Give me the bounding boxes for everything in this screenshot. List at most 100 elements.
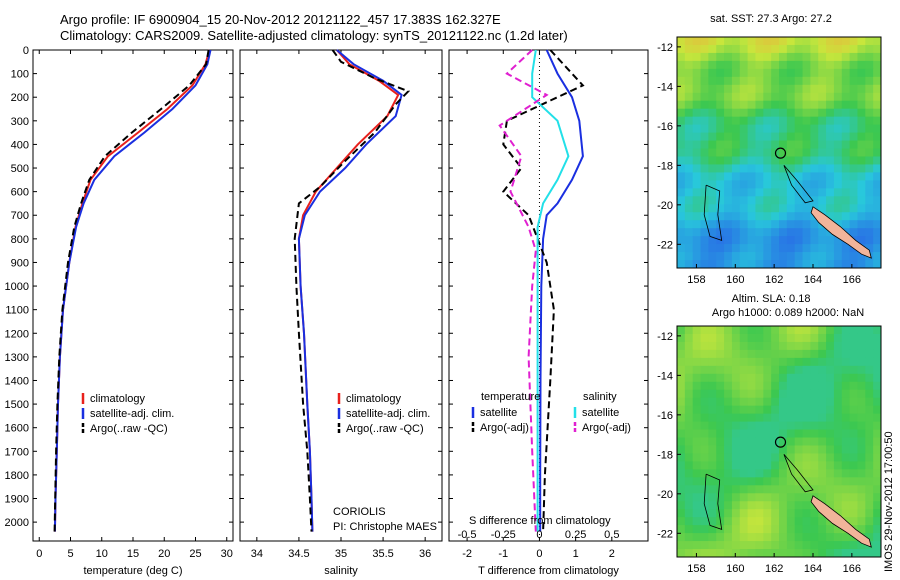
map-cell xyxy=(724,541,733,550)
map-cell xyxy=(849,212,858,221)
map-cell xyxy=(739,461,749,470)
map-cell xyxy=(763,413,772,423)
map-cell xyxy=(802,453,811,462)
map-cell xyxy=(731,84,741,94)
map-y-tick-label: -16 xyxy=(657,121,673,133)
map-cell xyxy=(724,429,733,439)
map-cell xyxy=(771,461,780,470)
map-cell xyxy=(810,373,819,383)
map-cell xyxy=(731,116,741,126)
map-cell xyxy=(826,124,835,134)
legend-entry: Argo(..raw -QC) xyxy=(90,423,168,435)
map-cell xyxy=(692,501,702,510)
map-cell xyxy=(739,60,749,70)
map-cell xyxy=(810,341,819,351)
map-cell xyxy=(794,108,804,118)
map-cell xyxy=(684,212,694,221)
map-cell xyxy=(692,228,702,237)
map-cell xyxy=(857,357,866,367)
map-cell xyxy=(763,188,772,197)
map-cell xyxy=(771,100,780,110)
map-cell xyxy=(677,533,686,542)
map-cell xyxy=(716,365,725,375)
sst-map-title: sat. SST: 27.3 Argo: 27.2 xyxy=(710,13,832,25)
map-cell xyxy=(708,60,717,70)
map-cell xyxy=(849,381,858,391)
map-cell xyxy=(755,453,764,462)
map-cell xyxy=(849,365,858,375)
map-cell xyxy=(818,461,827,470)
map-cell xyxy=(692,365,702,375)
map-cell xyxy=(873,365,882,375)
map-cell xyxy=(692,421,702,431)
map-cell xyxy=(857,172,866,181)
map-cell xyxy=(826,485,835,494)
map-cell xyxy=(771,204,780,213)
map-cell xyxy=(794,501,804,510)
map-cell xyxy=(841,357,851,367)
map-cell xyxy=(873,44,882,54)
map-cell xyxy=(849,148,858,157)
map-frame xyxy=(676,36,882,269)
map-cell xyxy=(708,525,717,534)
map-cell xyxy=(810,453,819,462)
map-cell xyxy=(841,413,851,423)
map-cell xyxy=(731,397,741,407)
map-cell xyxy=(826,37,835,46)
map-x-tick-label: 158 xyxy=(687,563,705,575)
map-cell xyxy=(818,244,827,253)
map-cell xyxy=(794,357,804,367)
map-cell xyxy=(716,461,725,470)
reef-contour xyxy=(783,165,814,204)
map-cell xyxy=(731,333,741,343)
map-cell xyxy=(849,204,858,213)
map-cell xyxy=(802,52,811,62)
map-cell xyxy=(747,60,756,70)
map-cell xyxy=(810,172,819,181)
map-cell xyxy=(794,437,804,446)
map-cell xyxy=(786,373,796,383)
map-cell xyxy=(747,445,756,454)
secondary-x-tick-label: 0 xyxy=(536,529,542,541)
map-frame xyxy=(676,325,882,558)
map-cell xyxy=(826,397,835,407)
map-cell xyxy=(865,437,874,446)
map-cell xyxy=(779,236,788,245)
map-cell xyxy=(724,44,733,54)
map-cell xyxy=(857,164,866,173)
map-cell xyxy=(810,188,819,197)
map-cell xyxy=(779,100,788,110)
map-cell xyxy=(755,236,764,245)
map-cell xyxy=(684,445,694,454)
map-cell xyxy=(794,188,804,197)
map-cell xyxy=(677,52,686,62)
map-cell xyxy=(684,389,694,399)
map-cell xyxy=(700,333,709,343)
map-x-tick-label: 162 xyxy=(765,563,783,575)
map-cell xyxy=(779,349,788,359)
map-cell xyxy=(826,381,835,391)
map-cell xyxy=(833,485,843,494)
map-cell xyxy=(794,373,804,383)
map-cell xyxy=(833,333,843,343)
map-cell xyxy=(802,357,811,367)
map-cell xyxy=(857,204,866,213)
map-cell xyxy=(755,76,764,86)
map-cell xyxy=(771,196,780,205)
map-cell xyxy=(841,445,851,454)
map-cell xyxy=(865,196,874,205)
x-axis-label: temperature (deg C) xyxy=(83,565,182,577)
map-cell xyxy=(684,541,694,550)
map-cell xyxy=(841,501,851,510)
map-cell xyxy=(724,68,733,78)
map-cell xyxy=(731,244,741,253)
map-cell xyxy=(724,228,733,237)
map-cell xyxy=(794,68,804,78)
map-cell xyxy=(786,365,796,375)
map-cell xyxy=(677,212,686,221)
map-cell xyxy=(794,493,804,502)
map-cell xyxy=(731,100,741,110)
map-cell xyxy=(700,517,709,526)
map-cell xyxy=(818,60,827,70)
map-cell xyxy=(833,429,843,439)
